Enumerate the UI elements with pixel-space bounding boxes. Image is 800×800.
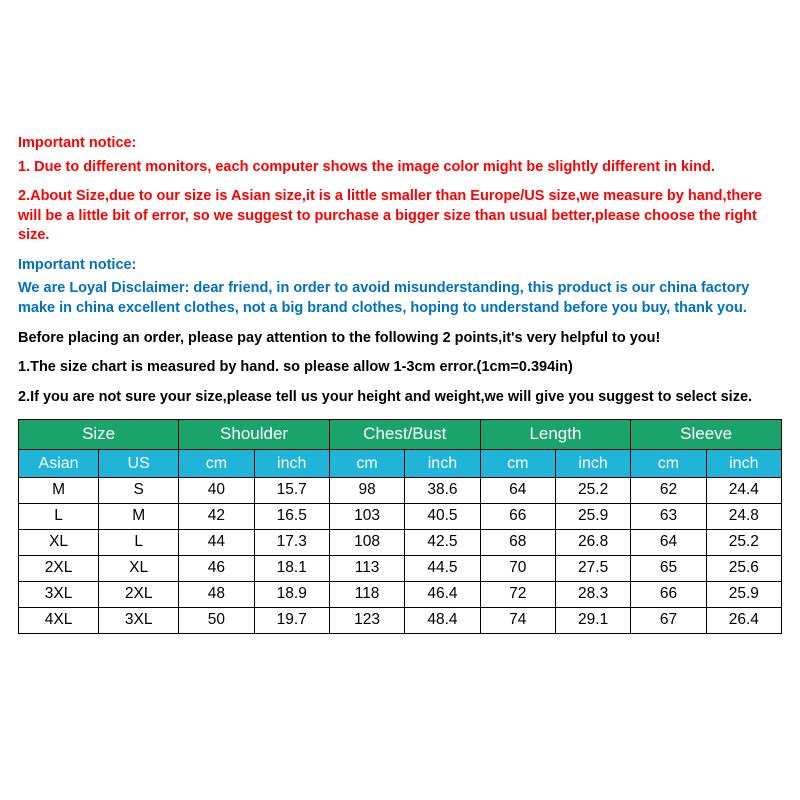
table-subheader: cm xyxy=(179,450,254,478)
table-cell: 25.2 xyxy=(706,530,781,556)
table-cell: 48 xyxy=(179,582,254,608)
table-cell: 3XL xyxy=(19,582,99,608)
table-cell: 24.8 xyxy=(706,504,781,530)
blue-notice-title: Important notice: xyxy=(18,256,782,276)
table-cell: 25.2 xyxy=(555,478,630,504)
table-cell: 18.9 xyxy=(254,582,329,608)
table-cell: 48.4 xyxy=(405,608,480,634)
table-cell: 42 xyxy=(179,504,254,530)
table-cell: 98 xyxy=(329,478,404,504)
table-cell: 40 xyxy=(179,478,254,504)
table-cell: 16.5 xyxy=(254,504,329,530)
table-cell: 25.9 xyxy=(706,582,781,608)
table-row: XLL4417.310842.56826.86425.2 xyxy=(19,530,782,556)
table-cell: 28.3 xyxy=(555,582,630,608)
table-row: LM4216.510340.56625.96324.8 xyxy=(19,504,782,530)
table-cell: L xyxy=(99,530,179,556)
table-row: MS4015.79838.66425.26224.4 xyxy=(19,478,782,504)
table-subheader: inch xyxy=(706,450,781,478)
table-cell: L xyxy=(19,504,99,530)
table-cell: 63 xyxy=(631,504,706,530)
table-cell: 17.3 xyxy=(254,530,329,556)
table-subheader: cm xyxy=(631,450,706,478)
table-cell: 38.6 xyxy=(405,478,480,504)
table-header-chestbust: Chest/Bust xyxy=(329,420,480,450)
size-chart-table: Size Shoulder Chest/Bust Length Sleeve A… xyxy=(18,419,782,634)
table-cell: 68 xyxy=(480,530,555,556)
table-cell: 25.6 xyxy=(706,556,781,582)
table-cell: 24.4 xyxy=(706,478,781,504)
table-cell: 18.1 xyxy=(254,556,329,582)
table-cell: M xyxy=(19,478,99,504)
table-cell: 123 xyxy=(329,608,404,634)
table-cell: 44 xyxy=(179,530,254,556)
table-subheader: cm xyxy=(480,450,555,478)
table-cell: 64 xyxy=(480,478,555,504)
red-notice-line2: 2.About Size,due to our size is Asian si… xyxy=(18,187,782,246)
table-cell: 64 xyxy=(631,530,706,556)
red-notice-line1: 1. Due to different monitors, each compu… xyxy=(18,158,782,178)
black-line3: 2.If you are not sure your size,please t… xyxy=(18,388,782,408)
table-cell: 2XL xyxy=(99,582,179,608)
black-line2: 1.The size chart is measured by hand. so… xyxy=(18,358,782,378)
table-cell: 15.7 xyxy=(254,478,329,504)
table-cell: S xyxy=(99,478,179,504)
table-cell: 25.9 xyxy=(555,504,630,530)
table-cell: 44.5 xyxy=(405,556,480,582)
table-header-size: Size xyxy=(19,420,179,450)
table-cell: 108 xyxy=(329,530,404,556)
table-cell: 4XL xyxy=(19,608,99,634)
notice-section: Important notice: 1. Due to different mo… xyxy=(18,134,782,407)
table-cell: 26.8 xyxy=(555,530,630,556)
table-subheader: inch xyxy=(254,450,329,478)
table-subheader: cm xyxy=(329,450,404,478)
table-subheader: inch xyxy=(405,450,480,478)
table-cell: XL xyxy=(19,530,99,556)
table-subheader: inch xyxy=(555,450,630,478)
table-cell: M xyxy=(99,504,179,530)
table-cell: 29.1 xyxy=(555,608,630,634)
table-row: 3XL2XL4818.911846.47228.36625.9 xyxy=(19,582,782,608)
table-header-length: Length xyxy=(480,420,631,450)
table-cell: 42.5 xyxy=(405,530,480,556)
table-cell: 103 xyxy=(329,504,404,530)
table-row: 2XLXL4618.111344.57027.56525.6 xyxy=(19,556,782,582)
table-cell: 46.4 xyxy=(405,582,480,608)
table-cell: 118 xyxy=(329,582,404,608)
table-cell: 65 xyxy=(631,556,706,582)
table-cell: 70 xyxy=(480,556,555,582)
blue-notice-line: We are Loyal Disclaimer: dear friend, in… xyxy=(18,279,782,318)
table-cell: 72 xyxy=(480,582,555,608)
black-line1: Before placing an order, please pay atte… xyxy=(18,329,782,349)
table-cell: 19.7 xyxy=(254,608,329,634)
red-notice-title: Important notice: xyxy=(18,134,782,154)
table-cell: 62 xyxy=(631,478,706,504)
table-cell: XL xyxy=(99,556,179,582)
table-subheader: US xyxy=(99,450,179,478)
size-chart-body: MS4015.79838.66425.26224.4LM4216.510340.… xyxy=(19,478,782,634)
table-cell: 26.4 xyxy=(706,608,781,634)
table-cell: 27.5 xyxy=(555,556,630,582)
table-cell: 46 xyxy=(179,556,254,582)
table-cell: 67 xyxy=(631,608,706,634)
table-header-shoulder: Shoulder xyxy=(179,420,330,450)
table-row: 4XL3XL5019.712348.47429.16726.4 xyxy=(19,608,782,634)
table-cell: 113 xyxy=(329,556,404,582)
table-cell: 66 xyxy=(631,582,706,608)
table-cell: 3XL xyxy=(99,608,179,634)
table-cell: 50 xyxy=(179,608,254,634)
table-cell: 66 xyxy=(480,504,555,530)
table-cell: 74 xyxy=(480,608,555,634)
table-header-sleeve: Sleeve xyxy=(631,420,782,450)
table-cell: 40.5 xyxy=(405,504,480,530)
table-header-top-row: Size Shoulder Chest/Bust Length Sleeve xyxy=(19,420,782,450)
table-cell: 2XL xyxy=(19,556,99,582)
table-header-sub-row: Asian US cm inch cm inch cm inch cm inch xyxy=(19,450,782,478)
table-subheader: Asian xyxy=(19,450,99,478)
